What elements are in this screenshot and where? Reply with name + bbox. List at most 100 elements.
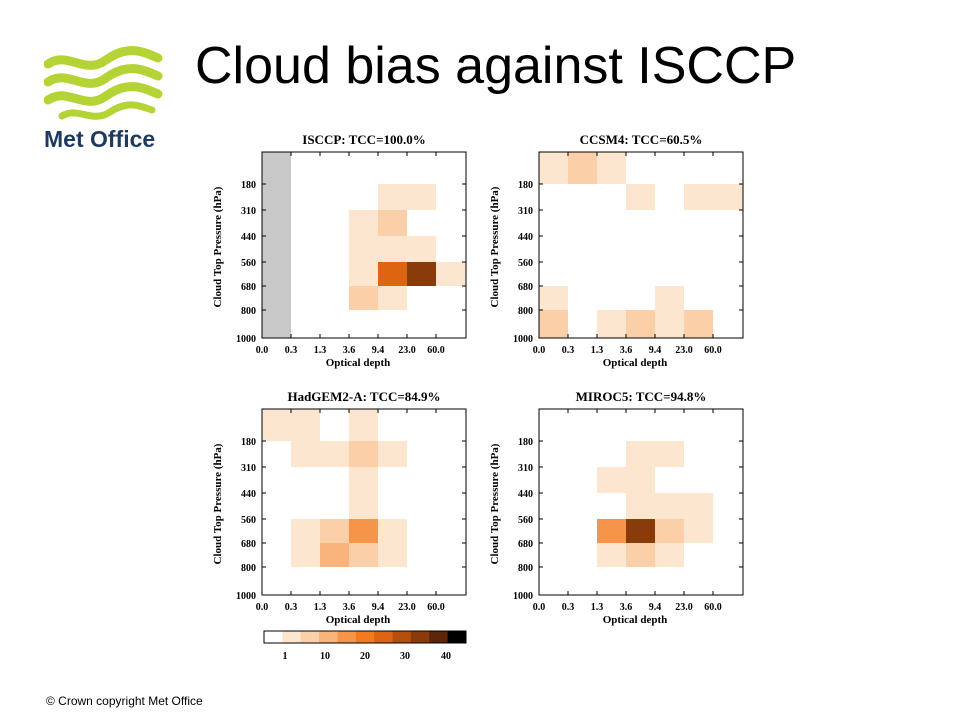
- heatmap-cell: [626, 519, 655, 543]
- heatmap-cell: [378, 184, 407, 210]
- heatmap-cell: [349, 236, 378, 262]
- heatmap-cell: [349, 441, 378, 467]
- slide-title: Cloud bias against ISCCP: [195, 37, 797, 95]
- heatmap-cell: [626, 441, 655, 467]
- y-tick-label: 1000: [236, 591, 256, 602]
- heatmap-cell: [349, 262, 378, 286]
- heatmap-cell: [597, 543, 626, 567]
- colorbar-swatch: [264, 631, 283, 643]
- heatmap-panel: ISCCP: TCC=100.0%18031044056068080010000…: [212, 132, 467, 369]
- heatmap-cell: [320, 519, 349, 543]
- y-tick-label: 180: [518, 437, 533, 448]
- colorbar: 1 10 20 30 40: [263, 630, 467, 662]
- y-tick-label: 1000: [513, 334, 533, 345]
- y-tick-label: 440: [518, 232, 533, 243]
- heatmap-cell: [436, 262, 466, 286]
- y-tick-label: 180: [241, 437, 256, 448]
- heatmap-cell: [655, 310, 684, 338]
- logo-waves-icon: [44, 46, 163, 120]
- heatmap-cell: [539, 152, 568, 184]
- colorbar-swatch: [410, 631, 430, 643]
- colorbar-swatch: [355, 631, 375, 643]
- heatmap-cell: [291, 519, 320, 543]
- plot-frame: [261, 408, 467, 596]
- plot-frame: [538, 151, 744, 339]
- x-tick-label: 0.3: [285, 602, 298, 613]
- y-tick-label: 1000: [513, 591, 533, 602]
- x-tick-label: 0.0: [533, 345, 546, 356]
- colorbar-label: 30: [400, 651, 410, 662]
- y-axis-label: Cloud Top Pressure (hPa): [489, 443, 501, 564]
- y-tick-label: 800: [518, 306, 533, 317]
- heatmap-cell: [655, 493, 684, 519]
- y-tick-label: 680: [518, 282, 533, 293]
- x-tick-label: 9.4: [649, 602, 662, 613]
- y-tick-label: 680: [241, 539, 256, 550]
- heatmap-cell: [655, 286, 684, 310]
- heatmap-cell: [597, 310, 626, 338]
- heatmap-cell: [655, 519, 684, 543]
- heatmap-cell: [684, 493, 713, 519]
- heatmap-cell: [407, 236, 436, 262]
- y-tick-label: 440: [518, 489, 533, 500]
- heatmap-cell: [378, 236, 407, 262]
- colorbar-swatch: [392, 631, 412, 643]
- x-tick-label: 60.0: [704, 345, 722, 356]
- x-tick-label: 3.6: [620, 602, 633, 613]
- y-tick-label: 560: [241, 515, 256, 526]
- x-axis-label: Optical depth: [603, 357, 667, 369]
- x-tick-label: 3.6: [343, 602, 356, 613]
- x-tick-label: 0.3: [285, 345, 298, 356]
- x-tick-label: 60.0: [704, 602, 722, 613]
- heatmap-cell: [262, 409, 291, 441]
- heatmap-cell: [320, 441, 349, 467]
- copyright-footer: © Crown copyright Met Office: [46, 694, 203, 708]
- heatmap-cell: [378, 210, 407, 236]
- heatmap-cell: [597, 152, 626, 184]
- x-tick-label: 60.0: [427, 345, 445, 356]
- panel-title: ISCCP: TCC=100.0%: [302, 132, 425, 147]
- heatmap-cell: [626, 543, 655, 567]
- heatmap-cell: [349, 210, 378, 236]
- y-tick-label: 800: [241, 306, 256, 317]
- x-tick-label: 23.0: [398, 345, 416, 356]
- colorbar-swatch: [447, 631, 467, 643]
- colorbar-swatch: [429, 631, 449, 643]
- heatmap-cell: [407, 262, 436, 286]
- x-tick-label: 1.3: [314, 602, 327, 613]
- heatmap-cell: [349, 467, 378, 493]
- heatmap-cell: [291, 543, 320, 567]
- y-tick-label: 560: [241, 258, 256, 269]
- y-tick-label: 440: [241, 489, 256, 500]
- heatmap-cell: [626, 184, 655, 210]
- heatmap-cell: [684, 184, 713, 210]
- y-tick-label: 310: [518, 206, 533, 217]
- plot-frame: [538, 408, 744, 596]
- x-tick-label: 1.3: [591, 602, 604, 613]
- y-tick-label: 440: [241, 232, 256, 243]
- heatmap-cell: [378, 286, 407, 310]
- panel-title: HadGEM2-A: TCC=84.9%: [287, 389, 440, 404]
- x-tick-label: 9.4: [649, 345, 662, 356]
- x-axis-label: Optical depth: [326, 357, 390, 369]
- met-office-logo: Met Office: [44, 46, 163, 152]
- heatmap-panel: HadGEM2-A: TCC=84.9% 180 310 440 560 680 800 10…: [212, 389, 467, 626]
- x-axis-label: Optical depth: [603, 614, 667, 626]
- heatmap-cell: [291, 409, 320, 441]
- heatmap-cell: [539, 310, 568, 338]
- heatmap-cell: [378, 262, 407, 286]
- heatmap-cell: [684, 310, 713, 338]
- heatmap-cell: [378, 543, 407, 567]
- y-tick-label: 560: [518, 258, 533, 269]
- heatmap-cell: [626, 493, 655, 519]
- heatmap-cell: [378, 441, 407, 467]
- colorbar-label: 1: [283, 651, 288, 662]
- heatmap-cell: [597, 519, 626, 543]
- panel-title: CCSM4: TCC=60.5%: [580, 132, 703, 147]
- plot-frame: [261, 151, 467, 339]
- colorbar-swatch: [374, 631, 394, 643]
- x-tick-label: 0.3: [562, 602, 575, 613]
- x-tick-label: 60.0: [427, 602, 445, 613]
- colorbar-swatch: [337, 631, 357, 643]
- colorbar-swatch: [319, 631, 338, 643]
